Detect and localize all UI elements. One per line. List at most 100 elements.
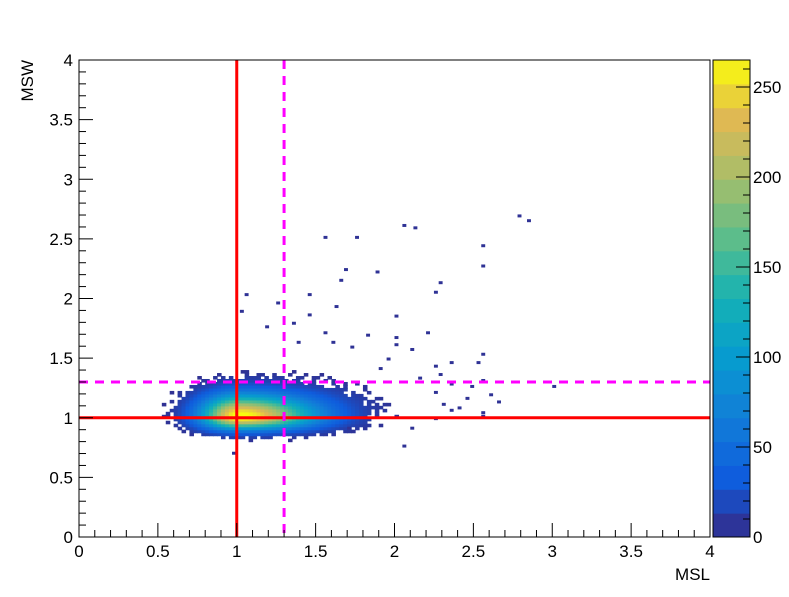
heatmap-cell	[220, 426, 226, 431]
heatmap-cell	[327, 399, 332, 404]
heatmap-cell	[339, 399, 344, 404]
heatmap-cell	[402, 444, 407, 448]
heatmap-cell	[288, 396, 293, 401]
heatmap-cell	[295, 393, 301, 398]
heatmap-cell	[413, 226, 418, 230]
heatmap-cell	[256, 420, 262, 425]
heatmap-cell	[284, 390, 289, 395]
heatmap-cell	[295, 390, 301, 395]
heatmap-cell	[181, 402, 187, 407]
heatmap-cell	[284, 396, 289, 401]
heatmap-cell	[303, 435, 309, 440]
y-tick-label: 2	[64, 290, 73, 309]
heatmap-cell	[307, 399, 313, 404]
heatmap-cell	[319, 393, 325, 398]
heatmap-cell	[228, 435, 234, 440]
heatmap-cell	[315, 402, 321, 407]
heatmap-cell	[307, 405, 313, 410]
heatmap-cell	[240, 381, 246, 386]
heatmap-cell	[252, 390, 258, 395]
heatmap-cell	[197, 402, 202, 407]
heatmap-cell	[228, 381, 234, 386]
heatmap-cell	[244, 381, 250, 386]
heatmap-cell	[311, 384, 317, 389]
heatmap-cell	[224, 408, 230, 413]
heatmap-cell	[224, 402, 230, 407]
heatmap-cell	[268, 384, 273, 389]
heatmap-cell	[335, 387, 340, 392]
heatmap-cell	[335, 393, 340, 398]
colorbar-tick-label: 0	[753, 528, 762, 547]
heatmap-cell	[205, 420, 210, 425]
heatmap-cell	[240, 393, 246, 398]
heatmap-cell	[280, 387, 285, 392]
heatmap-cell	[276, 301, 281, 305]
heatmap-cell	[193, 408, 198, 413]
heatmap-cell	[291, 429, 297, 434]
heatmap-cell	[331, 399, 336, 404]
heatmap-cell	[217, 420, 222, 425]
heatmap-cell	[362, 420, 368, 425]
heatmap-cell	[240, 387, 246, 392]
heatmap-cell	[327, 390, 332, 395]
heatmap-cell	[327, 387, 332, 392]
heatmap-cell	[193, 417, 198, 422]
heatmap-cell	[268, 408, 273, 413]
heatmap-cell	[189, 393, 194, 398]
heatmap-cell	[181, 420, 187, 425]
heatmap-cell	[303, 393, 309, 398]
heatmap-cell	[260, 411, 265, 416]
heatmap-cell	[197, 384, 202, 389]
heatmap-cell	[355, 393, 360, 398]
heatmap-cell	[315, 426, 321, 431]
heatmap-cell	[201, 423, 206, 428]
heatmap-cell	[303, 390, 309, 395]
heatmap-cell	[362, 408, 368, 413]
heatmap-cell	[370, 399, 376, 404]
heatmap-cell	[240, 429, 246, 434]
heatmap-cell	[236, 411, 242, 416]
heatmap-cell	[268, 429, 273, 434]
colorbar-band	[713, 322, 750, 347]
heatmap-cell	[232, 432, 238, 437]
heatmap-cell	[366, 408, 372, 413]
heatmap-cell	[220, 381, 226, 386]
heatmap-cell	[272, 393, 277, 398]
heatmap-cell	[220, 393, 226, 398]
heatmap-cell	[327, 411, 332, 416]
heatmap-cell	[311, 432, 317, 437]
heatmap-cell	[240, 408, 246, 413]
heatmap-cell	[280, 384, 285, 389]
heatmap-cell	[347, 402, 352, 407]
heatmap-cell	[228, 411, 234, 416]
heatmap-cell	[311, 417, 317, 422]
heatmap-cell	[272, 381, 277, 386]
heatmap-cell	[268, 387, 273, 392]
colorbar-band	[713, 346, 750, 371]
heatmap-cell	[303, 396, 309, 401]
y-tick-label: 4	[64, 51, 73, 70]
heatmap-cell	[181, 417, 187, 422]
heatmap-cell	[323, 423, 329, 428]
heatmap-cell	[209, 405, 214, 410]
heatmap-cell	[280, 432, 285, 437]
heatmap-cell	[370, 405, 376, 410]
heatmap-cell	[331, 429, 336, 434]
heatmap-cell	[307, 293, 312, 297]
heatmap-cell	[288, 399, 293, 404]
heatmap-cell	[248, 420, 254, 425]
heatmap-cell	[244, 429, 250, 434]
heatmap-cell	[327, 376, 332, 380]
heatmap-cell	[213, 376, 218, 380]
heatmap-cell	[335, 408, 340, 413]
heatmap-cell	[232, 426, 238, 431]
heatmap-cell	[205, 387, 210, 392]
heatmap-cell	[527, 219, 531, 223]
plot-frame	[78, 59, 711, 538]
heatmap-cell	[303, 399, 309, 404]
heatmap-cell	[173, 417, 179, 422]
heatmap-cell	[248, 390, 254, 395]
heatmap-cell	[339, 278, 344, 282]
heatmap-cell	[205, 411, 210, 416]
heatmap-cell	[378, 367, 383, 371]
